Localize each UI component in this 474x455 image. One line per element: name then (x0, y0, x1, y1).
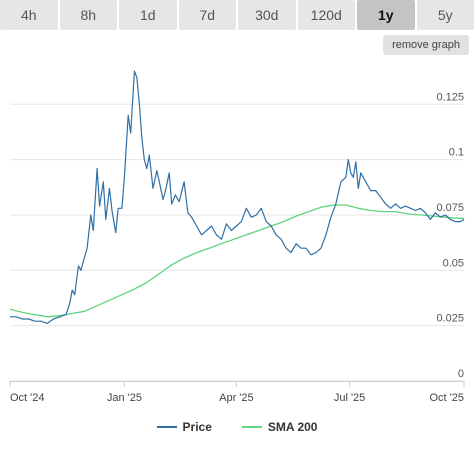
legend-item-price[interactable]: Price (156, 420, 212, 434)
x-tick-label: Oct '24 (10, 392, 45, 404)
sma-200-series-line (9, 204, 464, 318)
tab-8h[interactable]: 8h (59, 0, 117, 30)
tab-5y[interactable]: 5y (416, 0, 474, 30)
x-tick-label: Apr '25 (219, 392, 254, 404)
legend-label-sma: SMA 200 (267, 420, 318, 434)
grid-lines (10, 103, 464, 382)
y-tick-label: 0.025 (436, 313, 464, 325)
x-tick-label: Jul '25 (334, 392, 365, 404)
legend-label-price: Price (182, 420, 212, 434)
tab-4h[interactable]: 4h (0, 0, 58, 30)
tab-1y[interactable]: 1y (357, 0, 415, 30)
tab-30d[interactable]: 30d (238, 0, 296, 30)
y-tick-label: 0.075 (436, 202, 464, 214)
y-tick-label: 0.125 (436, 91, 464, 103)
x-tick-label: Jan '25 (107, 392, 142, 404)
series-lines (9, 70, 465, 324)
y-tick-label: 0.1 (449, 147, 464, 159)
timeframe-tabs: 4h 8h 1d 7d 30d 120d 1y 5y (0, 0, 474, 30)
y-tick-label: 0.05 (443, 257, 464, 269)
tab-1d[interactable]: 1d (119, 0, 177, 30)
x-tick-label: Oct '25 (429, 392, 464, 404)
legend-item-sma[interactable]: SMA 200 (241, 420, 318, 434)
tab-7d[interactable]: 7d (178, 0, 236, 30)
price-series-line (10, 70, 465, 324)
y-tick-label: 0 (458, 368, 464, 380)
sma-swatch-icon (241, 426, 262, 428)
x-axis-ticks: Oct '24 Jan '25 Apr '25 Jul '25 Oct '25 (9, 381, 465, 404)
remove-graph-button[interactable]: remove graph (383, 35, 469, 55)
tab-120d[interactable]: 120d (297, 0, 355, 30)
legend: Price SMA 200 (0, 420, 474, 434)
price-swatch-icon (156, 426, 177, 428)
y-axis-ticks: 0 0.025 0.05 0.075 0.1 0.125 (436, 91, 464, 380)
